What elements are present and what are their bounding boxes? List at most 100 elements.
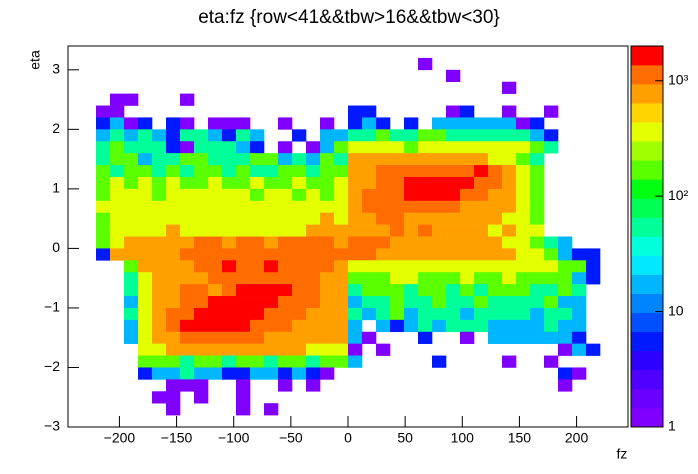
cell — [82, 415, 96, 427]
cell — [586, 320, 600, 332]
cell — [600, 201, 614, 213]
cell — [152, 272, 167, 285]
cell — [306, 367, 321, 380]
cell — [474, 296, 489, 309]
z-tick-label: 10³ — [668, 71, 689, 87]
cell — [474, 248, 489, 261]
cell — [390, 319, 405, 333]
color-band — [631, 46, 663, 66]
cell — [320, 94, 334, 106]
cell — [404, 106, 418, 118]
cell — [586, 70, 600, 82]
cell — [124, 70, 138, 82]
cell — [418, 82, 432, 94]
cell — [376, 129, 391, 142]
cell — [586, 82, 600, 94]
cell — [68, 379, 82, 391]
cell — [82, 308, 96, 320]
cell — [516, 344, 530, 356]
cell — [446, 272, 461, 285]
cell — [404, 307, 419, 321]
cell — [460, 236, 475, 249]
cell — [474, 236, 489, 249]
cell — [306, 70, 320, 82]
cell — [376, 236, 391, 249]
cell — [432, 141, 447, 154]
cell — [152, 129, 167, 142]
cell — [236, 188, 251, 202]
cell — [530, 117, 545, 130]
cell — [446, 46, 460, 58]
cell — [264, 70, 278, 82]
cell — [124, 141, 139, 154]
cell — [236, 94, 250, 106]
cell — [362, 176, 377, 190]
cell — [432, 82, 446, 94]
cell — [292, 296, 307, 309]
cell — [558, 403, 572, 415]
cell — [614, 391, 628, 403]
cell — [446, 248, 461, 261]
cell — [236, 391, 251, 404]
cell — [474, 46, 488, 58]
cell — [432, 248, 447, 261]
cell — [194, 200, 209, 213]
cell — [418, 94, 432, 106]
cell — [334, 379, 348, 391]
cell — [320, 70, 334, 82]
cell — [348, 165, 363, 178]
cell — [236, 355, 251, 368]
cell — [348, 331, 363, 344]
cell — [250, 188, 265, 202]
cell — [390, 129, 405, 142]
cell — [516, 176, 531, 190]
cell — [68, 153, 82, 165]
x-tick-label: −50 — [279, 430, 303, 446]
cell — [572, 403, 586, 415]
cell — [376, 141, 391, 154]
cell — [334, 355, 349, 368]
cell — [600, 82, 614, 94]
cell — [376, 58, 390, 70]
cell — [110, 141, 125, 154]
cell — [250, 117, 264, 129]
cell — [264, 153, 279, 166]
cell — [152, 212, 167, 225]
cell — [516, 141, 531, 154]
cell — [194, 224, 209, 237]
cell — [600, 177, 614, 189]
cell — [516, 188, 531, 202]
cell — [208, 284, 223, 297]
cell — [222, 70, 236, 82]
cell — [376, 343, 391, 356]
cell — [432, 212, 447, 225]
cell — [222, 58, 236, 70]
cell — [600, 225, 614, 237]
cell — [278, 176, 293, 190]
cell — [264, 296, 279, 309]
cell — [180, 355, 195, 368]
cell — [404, 356, 418, 368]
cell — [362, 356, 376, 368]
cell — [460, 248, 475, 261]
x-tick-label: 50 — [397, 430, 413, 446]
cell — [250, 70, 264, 82]
cell — [474, 94, 488, 106]
cell — [432, 355, 447, 368]
cell — [558, 319, 573, 333]
cell — [348, 58, 362, 70]
cell — [236, 58, 250, 70]
cell — [292, 117, 306, 129]
cell — [544, 165, 558, 177]
cell — [390, 296, 405, 309]
cell — [320, 106, 334, 118]
color-band — [631, 198, 663, 218]
cell — [390, 307, 405, 321]
cell — [586, 272, 601, 285]
cell — [110, 272, 124, 284]
cell — [68, 213, 82, 225]
cell — [334, 82, 348, 94]
cell — [180, 319, 195, 333]
cell — [502, 344, 516, 356]
cell — [194, 106, 208, 118]
